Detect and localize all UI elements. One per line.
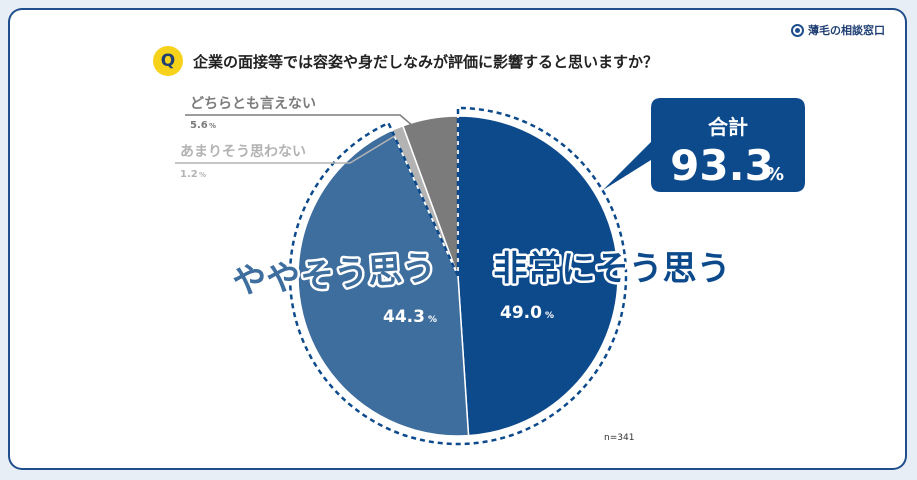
value-somewhat-agree: 44.3 — [383, 307, 425, 327]
question-text: 企業の面接等では容姿や身だしなみが評価に影響すると思いますか？ — [193, 52, 659, 71]
brand-circle-icon — [791, 23, 804, 37]
unit-neutral: % — [209, 122, 216, 130]
brand-name: 薄毛の相談窓口 — [808, 24, 885, 37]
highlight-dashed-outline — [288, 106, 628, 446]
unit-somewhat-agree: % — [428, 315, 437, 325]
leader-line-disagree — [175, 133, 399, 164]
sample-size: n=341 — [604, 433, 635, 443]
question-header: Q 企業の面接等では容姿や身だしなみが評価に影響すると思いますか？ — [153, 46, 658, 76]
value-very-much-agree: 49.0 — [500, 303, 542, 323]
total-callout-unit: % — [766, 164, 784, 185]
label-neutral: どちらとも言えない — [190, 95, 316, 112]
total-callout-bubble — [603, 98, 805, 192]
total-callout-label: 合計 — [708, 115, 748, 139]
total-callout-value: 93.3 — [670, 141, 774, 190]
value-neutral: 5.6 — [190, 120, 208, 131]
label-somewhat-disagree: あまりそう思わない — [180, 144, 306, 160]
leader-line-neutral — [185, 114, 421, 133]
pie-slice-1 — [457, 115, 619, 437]
unit-very-much-agree: % — [545, 311, 554, 321]
question-badge: Q — [153, 46, 183, 76]
unit-somewhat-disagree: % — [199, 171, 206, 179]
label-very-much-agree: 非常にそう思う — [493, 249, 730, 289]
brand-logo: 薄毛の相談窓口 — [791, 22, 885, 38]
value-somewhat-disagree: 1.2 — [180, 169, 198, 180]
pie-slice-4 — [401, 115, 459, 277]
